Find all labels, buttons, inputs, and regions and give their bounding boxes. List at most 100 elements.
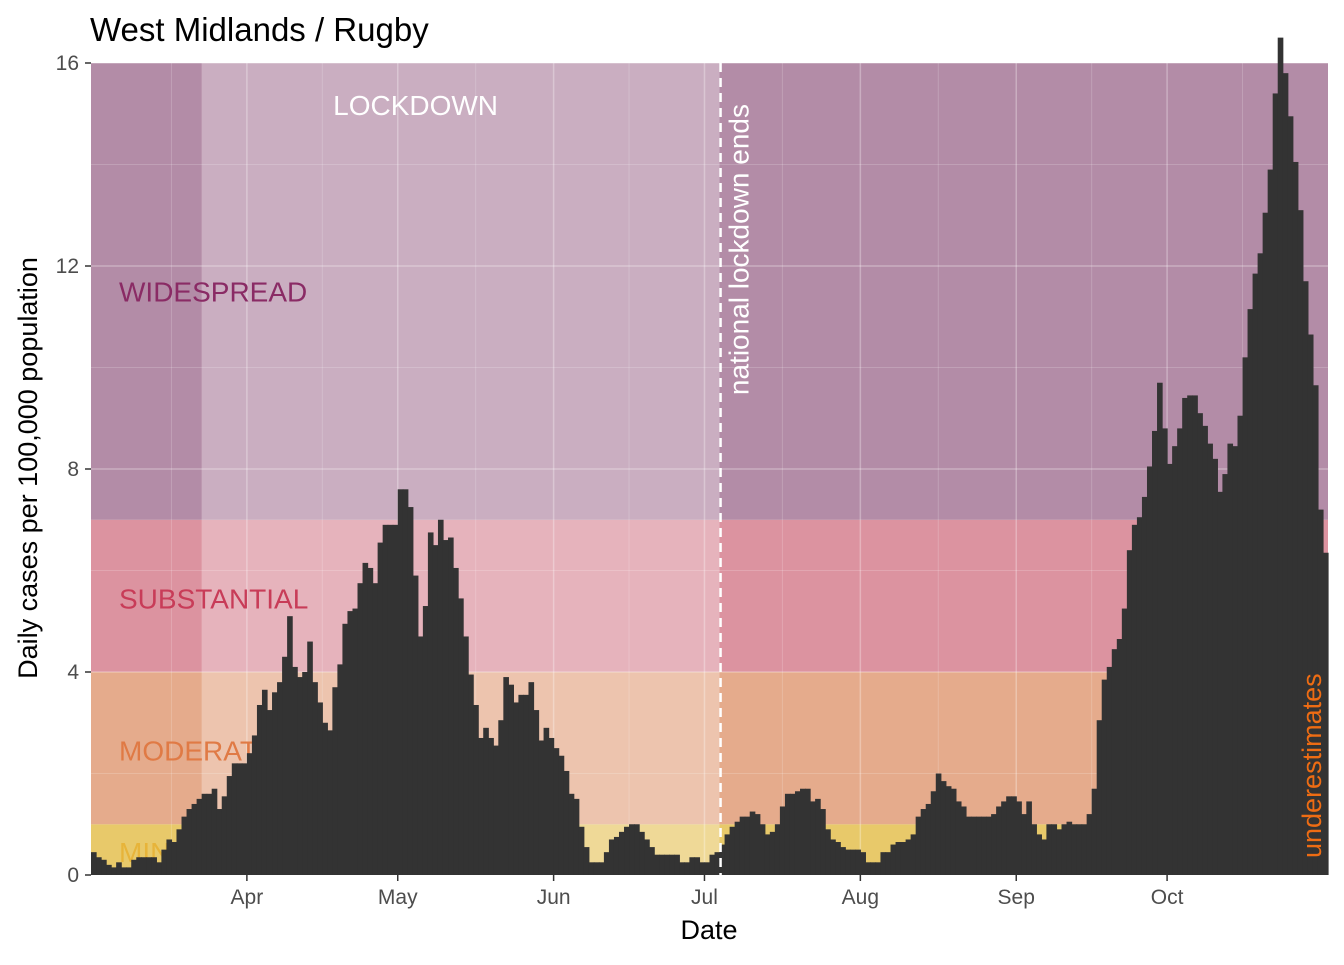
y-tick-label: 12 bbox=[56, 255, 79, 278]
bar bbox=[1302, 281, 1309, 876]
bar bbox=[724, 834, 731, 875]
bar bbox=[327, 730, 333, 875]
bar bbox=[1192, 395, 1198, 875]
bar bbox=[629, 824, 635, 875]
bar bbox=[397, 489, 404, 875]
x-axis-label: Date bbox=[680, 915, 737, 945]
bar bbox=[1237, 415, 1244, 875]
bar bbox=[1066, 821, 1073, 875]
bar bbox=[176, 829, 183, 875]
bar bbox=[528, 682, 535, 875]
bar bbox=[664, 854, 670, 875]
bar bbox=[136, 857, 142, 875]
bar bbox=[322, 722, 328, 875]
bar bbox=[563, 770, 570, 875]
band-label-substantial: SUBSTANTIAL bbox=[119, 583, 308, 614]
bar bbox=[1152, 430, 1158, 875]
bar bbox=[523, 694, 530, 875]
bar bbox=[694, 857, 701, 875]
x-tick-label: Aug bbox=[842, 886, 879, 909]
bar bbox=[266, 710, 273, 875]
bar bbox=[453, 567, 459, 875]
bar bbox=[236, 763, 243, 875]
bar bbox=[1312, 385, 1319, 875]
bar bbox=[1317, 509, 1324, 875]
bar bbox=[216, 809, 223, 875]
bar bbox=[1006, 796, 1012, 875]
bar bbox=[261, 689, 268, 875]
bar bbox=[689, 857, 696, 875]
bar bbox=[196, 798, 203, 875]
bar bbox=[659, 854, 665, 875]
bar bbox=[367, 567, 374, 875]
bar bbox=[211, 788, 218, 875]
y-tick-label: 4 bbox=[67, 661, 79, 684]
bar bbox=[870, 862, 877, 875]
bar bbox=[845, 849, 851, 875]
bar bbox=[1001, 801, 1007, 875]
underestimates-label: underestimates bbox=[1297, 673, 1327, 858]
bar bbox=[342, 623, 349, 875]
bar bbox=[347, 611, 354, 875]
bar bbox=[171, 842, 178, 875]
bar bbox=[915, 816, 922, 875]
bar bbox=[684, 862, 690, 875]
bar bbox=[976, 816, 982, 875]
bar bbox=[508, 684, 514, 875]
bar bbox=[603, 852, 610, 875]
bar bbox=[654, 854, 660, 875]
bar bbox=[749, 811, 756, 875]
bar bbox=[860, 852, 866, 875]
bar bbox=[714, 852, 721, 875]
bar bbox=[483, 727, 489, 875]
bar bbox=[895, 842, 902, 875]
y-axis-label: Daily cases per 100,000 population bbox=[13, 257, 43, 679]
bar bbox=[407, 507, 414, 875]
bar bbox=[498, 720, 504, 875]
bar bbox=[598, 862, 605, 875]
bar bbox=[503, 677, 509, 875]
chart-title: West Midlands / Rugby bbox=[90, 11, 429, 48]
bar bbox=[960, 806, 967, 875]
bar bbox=[649, 847, 655, 875]
bar bbox=[458, 598, 464, 875]
bar bbox=[121, 867, 127, 875]
bar bbox=[1322, 552, 1329, 875]
bar bbox=[1136, 517, 1143, 875]
bars bbox=[91, 37, 1329, 876]
bar bbox=[181, 816, 188, 875]
bar bbox=[1031, 824, 1037, 875]
bar bbox=[930, 791, 937, 875]
bar bbox=[1272, 93, 1279, 875]
bar bbox=[699, 862, 706, 875]
bar bbox=[1247, 309, 1254, 875]
bar bbox=[910, 834, 917, 875]
x-tick-label: Sep bbox=[998, 886, 1035, 909]
bar bbox=[805, 788, 811, 875]
bar bbox=[1026, 801, 1032, 875]
bar bbox=[1277, 37, 1284, 875]
bar bbox=[106, 864, 112, 875]
bar bbox=[493, 745, 499, 875]
bar bbox=[935, 773, 942, 875]
bar bbox=[1252, 273, 1259, 875]
bar bbox=[1262, 212, 1269, 875]
bar bbox=[875, 862, 882, 875]
bar bbox=[905, 839, 912, 875]
bar bbox=[1172, 446, 1178, 875]
bar bbox=[372, 583, 379, 875]
bar bbox=[855, 849, 861, 875]
bar bbox=[277, 682, 283, 875]
bar bbox=[1232, 446, 1239, 875]
bar bbox=[166, 839, 173, 875]
bar bbox=[1141, 496, 1148, 875]
bar bbox=[297, 677, 303, 875]
bar bbox=[593, 862, 600, 875]
bar bbox=[996, 806, 1002, 875]
bar bbox=[312, 682, 318, 875]
bar bbox=[1131, 524, 1138, 875]
bar bbox=[448, 537, 454, 875]
bar bbox=[362, 562, 369, 875]
bar bbox=[769, 831, 776, 875]
